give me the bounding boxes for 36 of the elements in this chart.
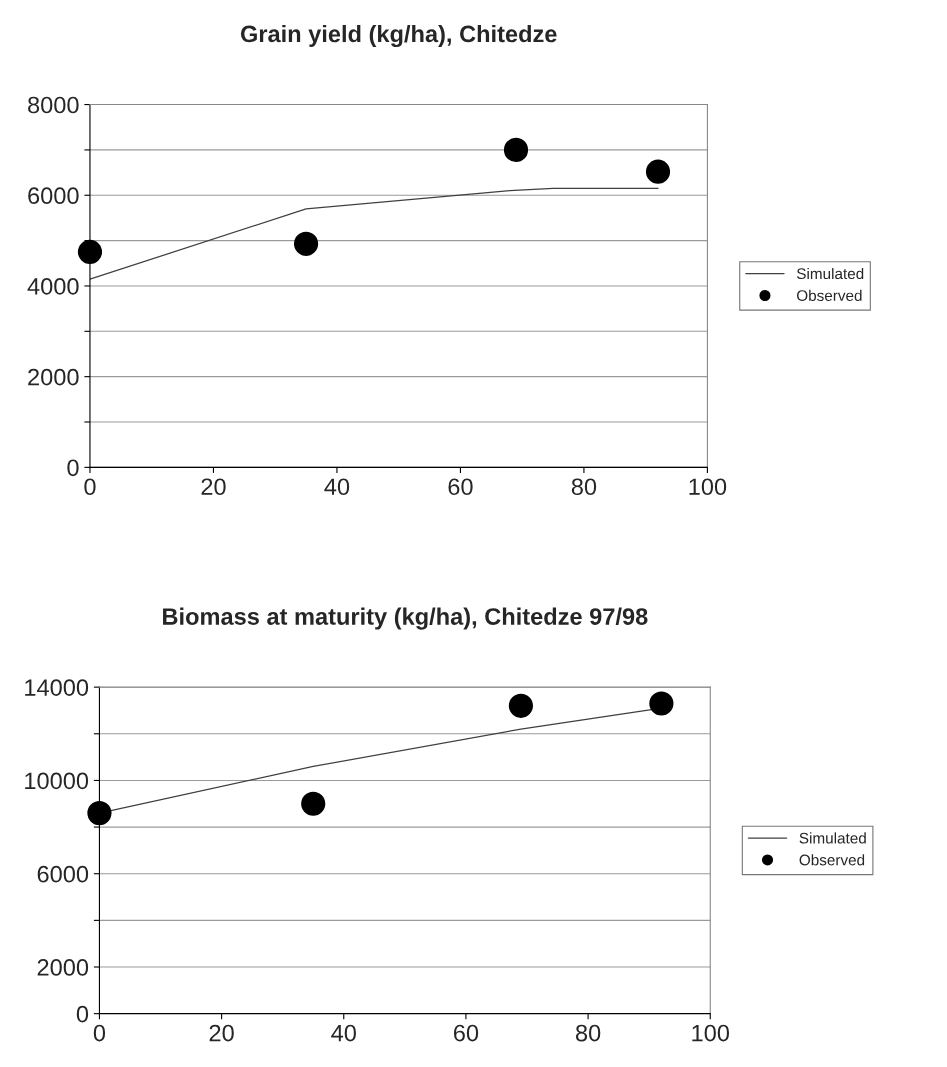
y-tick-label: 10000 xyxy=(25,772,89,790)
point xyxy=(293,231,319,256)
y-tick-label: 4000 xyxy=(27,278,79,295)
x-tick-label: 60 xyxy=(453,1024,479,1042)
y-tick-label: 6000 xyxy=(28,187,79,205)
point xyxy=(645,159,671,184)
x-tick-label: 60 xyxy=(448,478,473,496)
x-tick-label: 40 xyxy=(331,1024,356,1042)
y-tick-label: 2000 xyxy=(28,368,79,386)
point xyxy=(503,137,529,163)
y-tick-label: 14000 xyxy=(25,679,89,696)
x-tick-label: 100 xyxy=(689,478,727,496)
x-tick-label: 40 xyxy=(324,478,350,496)
point xyxy=(508,693,533,718)
point xyxy=(77,239,103,265)
x-tick-label: 20 xyxy=(209,1024,234,1042)
x-tick-label: 80 xyxy=(571,478,597,496)
y-tick-label: 0 xyxy=(67,459,79,477)
x-tick-label: 80 xyxy=(575,1024,601,1042)
x-tick-label: 0 xyxy=(93,1024,106,1042)
point xyxy=(649,691,674,716)
y-tick-label: 8000 xyxy=(28,96,79,114)
y-tick-label: 2000 xyxy=(37,959,89,976)
y-tick-label: 6000 xyxy=(37,865,89,883)
line-series xyxy=(89,187,659,280)
legend-label: Observed xyxy=(797,289,862,301)
chart-title: Grain yield (kg/ha), Chitedze xyxy=(240,24,557,48)
x-tick-label: 100 xyxy=(692,1024,730,1042)
legend-label: Simulated xyxy=(799,832,866,844)
y-tick-label: 0 xyxy=(76,1005,89,1023)
chart-title: Biomass at maturity (kg/ha), Chitedze 97/98 xyxy=(163,607,648,630)
legend-label: Observed xyxy=(799,854,865,866)
legend-label: Simulated xyxy=(796,267,864,280)
point xyxy=(87,800,112,826)
point xyxy=(301,791,326,816)
x-tick-label: 20 xyxy=(201,478,226,496)
